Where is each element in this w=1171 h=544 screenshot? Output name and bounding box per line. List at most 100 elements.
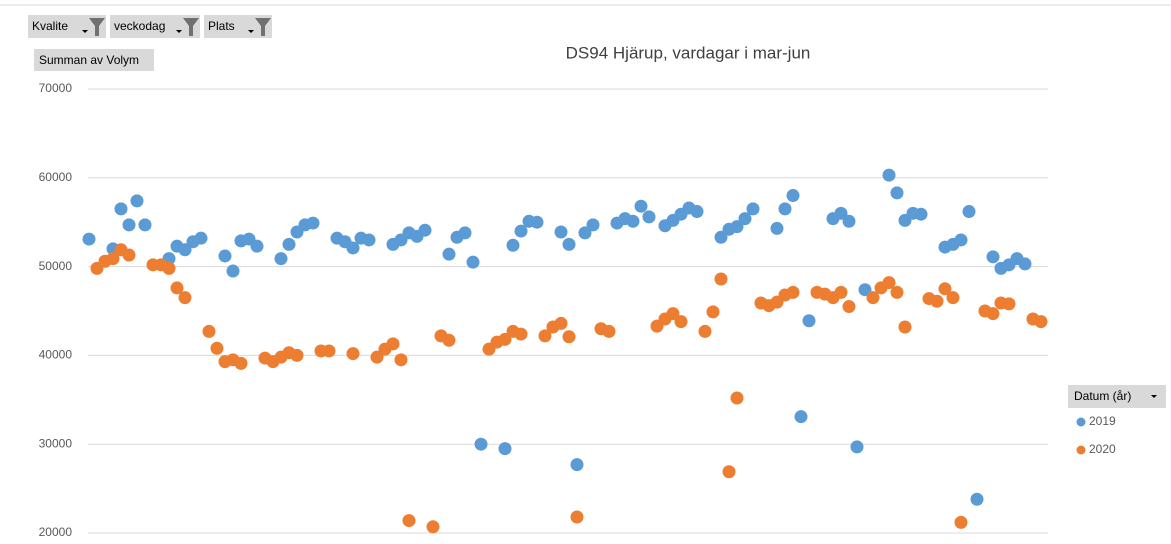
button-bg (28, 15, 106, 38)
point (274, 252, 288, 266)
point (514, 224, 528, 238)
y-tick-label: 40000 (39, 348, 73, 362)
y-tick-label: 70000 (39, 81, 73, 95)
point (402, 514, 416, 528)
point (178, 243, 192, 257)
point (962, 205, 976, 219)
point (842, 300, 856, 314)
point (842, 214, 856, 228)
point (282, 237, 296, 251)
point (122, 218, 136, 232)
point (786, 189, 800, 203)
filter-button[interactable]: veckodag (110, 15, 200, 38)
point (882, 168, 896, 182)
button-bg (34, 49, 154, 71)
point (554, 225, 568, 239)
point (530, 215, 544, 229)
point (394, 353, 408, 367)
point (122, 248, 136, 262)
filter-label: Plats (208, 19, 235, 33)
point (834, 206, 848, 220)
button-bg (110, 15, 200, 38)
point (346, 241, 360, 255)
point (386, 337, 400, 351)
point (554, 316, 568, 330)
point (562, 237, 576, 251)
point (602, 324, 616, 338)
legend-marker (1076, 445, 1086, 455)
point (866, 291, 880, 305)
point (714, 272, 728, 286)
point (514, 327, 528, 341)
point (834, 285, 848, 299)
point (1018, 257, 1032, 271)
point (666, 307, 680, 321)
point (218, 249, 232, 263)
point (674, 315, 688, 329)
point (730, 391, 744, 405)
point (858, 283, 872, 297)
button-bg (204, 15, 272, 38)
point (626, 214, 640, 228)
point (722, 465, 736, 479)
value-field-label: Summan av Volym (39, 53, 139, 67)
point (442, 247, 456, 261)
point (850, 440, 864, 454)
point (234, 356, 248, 370)
filter-label: veckodag (114, 19, 165, 33)
point (586, 218, 600, 232)
legend-button[interactable]: Datum (år) (1068, 385, 1166, 408)
legend-label: 2020 (1089, 442, 1116, 456)
filter-button[interactable]: Plats (204, 15, 272, 38)
point (170, 281, 184, 295)
filter-button[interactable]: Kvalite (28, 15, 106, 38)
point (114, 202, 128, 216)
point (706, 305, 720, 319)
point (474, 437, 488, 451)
point (306, 216, 320, 230)
point (690, 205, 704, 219)
point (442, 333, 456, 347)
point (322, 344, 336, 358)
point (954, 515, 968, 529)
point (506, 238, 520, 252)
point (346, 347, 360, 361)
legend-label: 2019 (1089, 414, 1116, 428)
point (570, 458, 584, 472)
point (970, 492, 984, 506)
point (1034, 315, 1048, 329)
point (202, 324, 216, 338)
point (794, 410, 808, 424)
filter-icon (183, 18, 199, 36)
point (746, 202, 760, 216)
dropdown-arrow (176, 30, 182, 33)
point (290, 348, 304, 362)
filter-icon (255, 18, 271, 36)
point (210, 341, 224, 355)
point (938, 282, 952, 296)
point (498, 442, 512, 456)
point (786, 285, 800, 299)
point (738, 212, 752, 226)
point (106, 252, 120, 266)
point (946, 291, 960, 305)
dropdown-arrow (1151, 395, 1157, 398)
point (458, 226, 472, 240)
point (802, 314, 816, 328)
point (698, 324, 712, 338)
dropdown-arrow (248, 30, 254, 33)
point (418, 223, 432, 237)
point (370, 350, 384, 364)
y-tick-label: 20000 (39, 525, 73, 539)
legend-title: Datum (år) (1074, 389, 1131, 403)
y-tick-label: 60000 (39, 170, 73, 184)
point (930, 294, 944, 308)
filter-label: Kvalite (32, 19, 68, 33)
point (578, 226, 592, 240)
point (226, 264, 240, 278)
value-field-button[interactable]: Summan av Volym (34, 49, 154, 71)
dropdown-arrow (82, 30, 88, 33)
chart-title: DS94 Hjärup, vardagar i mar-jun (566, 43, 811, 62)
point (954, 233, 968, 247)
